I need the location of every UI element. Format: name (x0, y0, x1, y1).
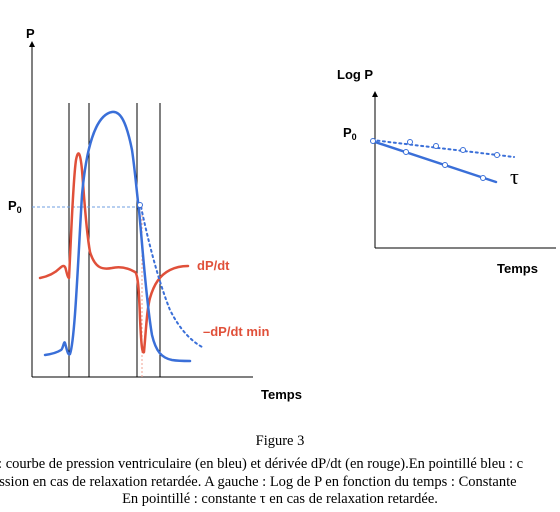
dotted-point (407, 139, 413, 145)
right-panel: Log P P0 τ Temps (337, 67, 556, 276)
caption-line-3: En pointillé : constante τ en cas de rel… (122, 491, 438, 507)
right-p0-label-sub: 0 (352, 132, 357, 142)
left-y-axis-label: P (26, 26, 35, 41)
tau-normal-line (370, 139, 498, 184)
caption-line-2: ression en cas de relaxation retardée. A… (0, 474, 517, 490)
dotted-point (494, 152, 500, 158)
dpdt-curve (38, 152, 190, 354)
figure-title: Figure 3 (255, 433, 305, 449)
tau-delayed-line (371, 139, 515, 158)
solid-point (480, 175, 486, 181)
solid-point (370, 138, 376, 144)
right-y-axis-label: Log P (337, 67, 373, 82)
delayed-relaxation-curve (140, 206, 205, 349)
figure-3-diagram: P P0 dP/dt –dP/dt min Temps Log P P0 τ T… (8, 26, 556, 402)
right-x-axis-label: Temps (497, 261, 538, 276)
left-panel: P P0 dP/dt –dP/dt min Temps (8, 26, 302, 402)
caption-line-1: e : courbe de pression ventriculaire (en… (0, 456, 524, 472)
left-p0-label-sub: 0 (17, 205, 22, 215)
p0-marker (137, 202, 143, 208)
dotted-point (433, 143, 439, 149)
tau-label: τ (510, 164, 519, 189)
solid-point (403, 149, 409, 155)
dpdt-label: dP/dt (197, 258, 230, 273)
solid-point (442, 162, 448, 168)
dpdt-min-label: –dP/dt min (203, 324, 270, 339)
pressure-curve (43, 110, 192, 363)
right-p0-label: P0 (343, 125, 357, 142)
dotted-point (460, 147, 466, 153)
right-p0-label-main: P (343, 125, 352, 140)
left-x-axis-label: Temps (261, 387, 302, 402)
left-p0-label-main: P (8, 198, 17, 213)
left-p0-label: P0 (8, 198, 22, 215)
